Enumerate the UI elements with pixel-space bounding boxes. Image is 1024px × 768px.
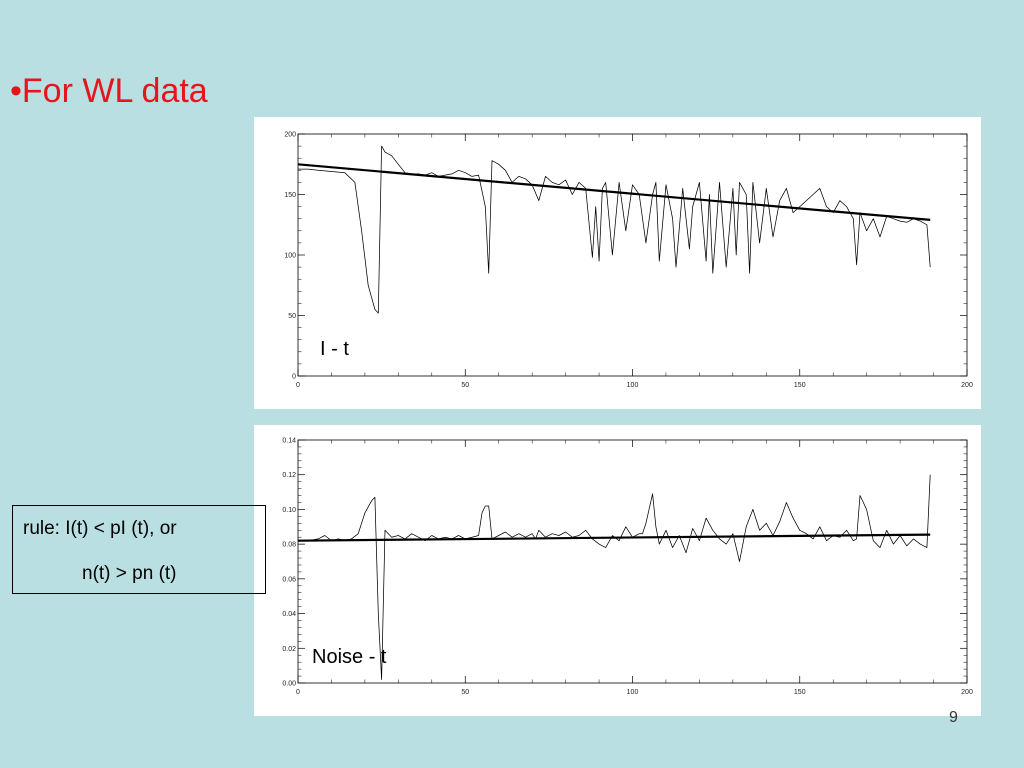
intensity-chart: 0 50 100 150 200 0 50 100 150 200 I - t	[284, 132, 973, 390]
chart1-fit-line	[297, 163, 931, 221]
chart2-y-tick-label: 0.14	[282, 438, 296, 445]
chart1-y-tick-label: 200	[284, 132, 296, 139]
chart2-annotation: Noise - t	[312, 646, 387, 668]
chart1-plot-frame	[297, 133, 968, 377]
rule-box: rule: I(t) < pI (t), or n(t) > pn (t)	[12, 505, 266, 594]
chart2-x-tick-label: 100	[627, 689, 639, 696]
chart2-y-tick-label: 0.04	[282, 611, 296, 618]
chart1-y-tick-label: 50	[288, 313, 296, 320]
chart1-y-tick-label: 0	[292, 374, 296, 381]
rule-line-2: n(t) > pn (t)	[82, 563, 177, 584]
chart2-fit-line	[297, 533, 931, 542]
chart1-y-tick-label: 100	[284, 253, 296, 260]
chart1-x-tick-label: 100	[627, 382, 639, 389]
noise-chart: 0 50 100 150 200 0.00 0.02 0.04 0.06 0.08 0.10 0.12…	[282, 438, 973, 697]
chart2-data-line	[298, 474, 931, 680]
chart1-x-tick-label: 0	[296, 382, 300, 389]
chart2-y-tick-label: 0.12	[282, 472, 296, 479]
chart1-data-line	[298, 145, 931, 314]
chart2-y-tick-label: 0.08	[282, 542, 296, 549]
chart2-x-tick-label: 150	[794, 689, 806, 696]
chart2-x-tick-label: 50	[461, 689, 469, 696]
chart1-x-tick-label: 50	[461, 382, 469, 389]
chart1-x-tick-label: 150	[794, 382, 806, 389]
chart2-y-tick-label: 0.00	[282, 681, 296, 688]
slide-heading: •For WL data	[10, 72, 208, 110]
rule-line-1: rule: I(t) < pI (t), or	[23, 518, 177, 539]
chart2-y-tick-label: 0.02	[282, 646, 296, 653]
chart1-y-tick-label: 150	[284, 192, 296, 199]
page-number: 9	[949, 709, 958, 726]
chart2-y-tick-label: 0.06	[282, 576, 296, 583]
chart2-x-tick-label: 200	[961, 689, 973, 696]
chart2-plot-frame	[297, 439, 968, 684]
noise-chart-panel: 0 50 100 150 200 0.00 0.02 0.04 0.06 0.08 0.10 0.12…	[254, 425, 981, 716]
chart2-y-tick-label: 0.10	[282, 507, 296, 514]
chart1-annotation: I - t	[320, 338, 349, 360]
chart2-x-tick-label: 0	[296, 689, 300, 696]
chart1-x-tick-label: 200	[961, 382, 973, 389]
intensity-chart-panel: 0 50 100 150 200 0 50 100 150 200 I - t	[254, 117, 981, 409]
